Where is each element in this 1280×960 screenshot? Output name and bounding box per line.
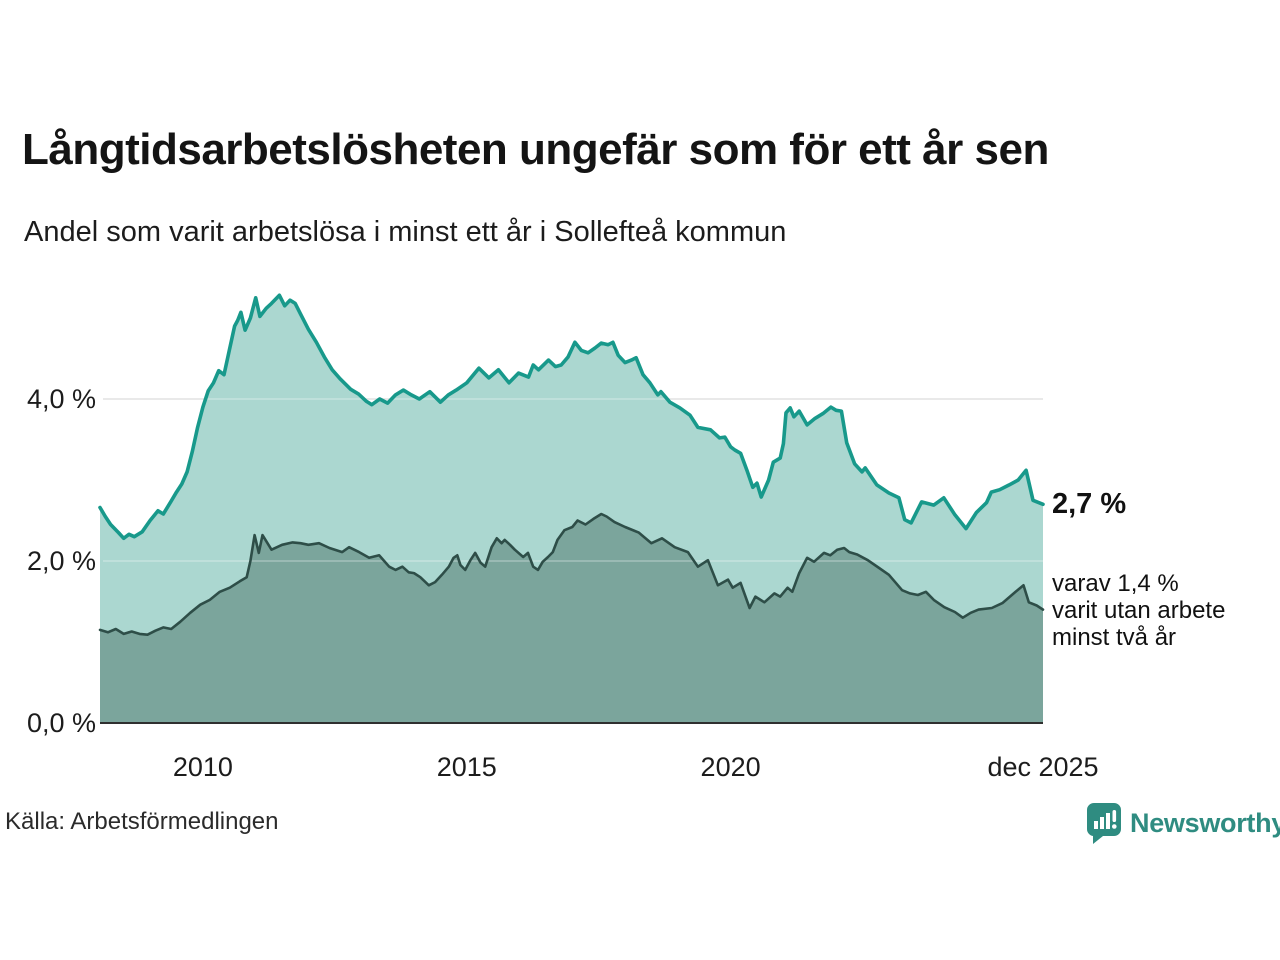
y-tick-label: 0,0 %: [26, 708, 96, 738]
newsworthy-bubble-icon: [1086, 803, 1121, 844]
annotation-two-year-note: varav 1,4 % varit utan arbete minst två …: [1052, 570, 1226, 651]
area-fill-two-year: [100, 514, 1043, 723]
y-tick-label: 2,0 %: [26, 546, 96, 576]
y-tick-label: 4,0 %: [26, 384, 96, 414]
newsworthy-wordmark: Newsworthy: [1130, 807, 1280, 838]
newsworthy-logo: Newsworthy: [1086, 802, 1280, 844]
x-tick-label: 2015: [436, 752, 497, 782]
line-one-year: [98, 293, 1045, 541]
chart-subtitle: Andel som varit arbetslösa i minst ett å…: [24, 216, 787, 248]
x-tick-label: 2020: [700, 752, 761, 782]
x-tick-label: 2010: [172, 752, 233, 782]
annotation-latest-total: 2,7 %: [1052, 488, 1127, 520]
source-text: Källa: Arbetsförmedlingen: [5, 808, 279, 835]
line-two-year: [98, 512, 1045, 636]
x-tick-label: dec 2025: [987, 752, 1099, 782]
chart-title: Långtidsarbetslösheten ungefär som för e…: [22, 125, 1049, 174]
gridlines-overlay: [103, 398, 1043, 562]
